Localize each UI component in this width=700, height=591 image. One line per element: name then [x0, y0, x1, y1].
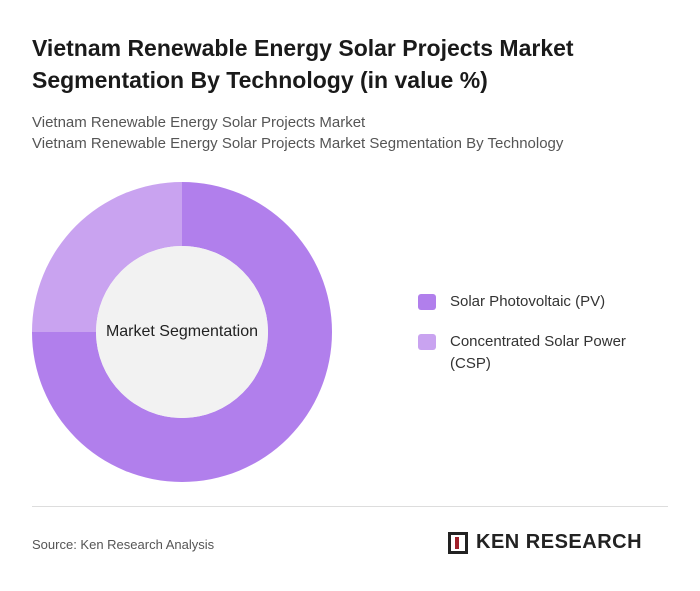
legend-item: Solar Photovoltaic (PV)	[418, 291, 650, 313]
subtitle: Vietnam Renewable Energy Solar Projects …	[32, 114, 366, 131]
subtitle: Vietnam Renewable Energy Solar Projects …	[32, 135, 564, 152]
legend-swatch	[418, 334, 436, 350]
donut-segment	[32, 182, 182, 332]
legend-label: Concentrated Solar Power (CSP)	[450, 333, 626, 372]
donut-segment	[32, 182, 332, 482]
center-label: Market Segmentation	[106, 323, 258, 340]
legend-swatch	[418, 294, 436, 310]
separator	[32, 506, 668, 507]
logo-icon	[448, 531, 468, 554]
legend-item: Concentrated Solar Power (CSP)	[418, 331, 650, 375]
donut-center	[96, 246, 268, 418]
legend-label: Solar Photovoltaic (PV)	[450, 293, 606, 310]
source: Source: Ken Research Analysis	[32, 537, 215, 552]
chart-title: Vietnam Renewable Energy Solar Projects …	[32, 35, 574, 93]
brand-logo: KEN RESEARCH	[448, 531, 642, 554]
brand-name: KEN RESEARCH	[476, 531, 643, 553]
